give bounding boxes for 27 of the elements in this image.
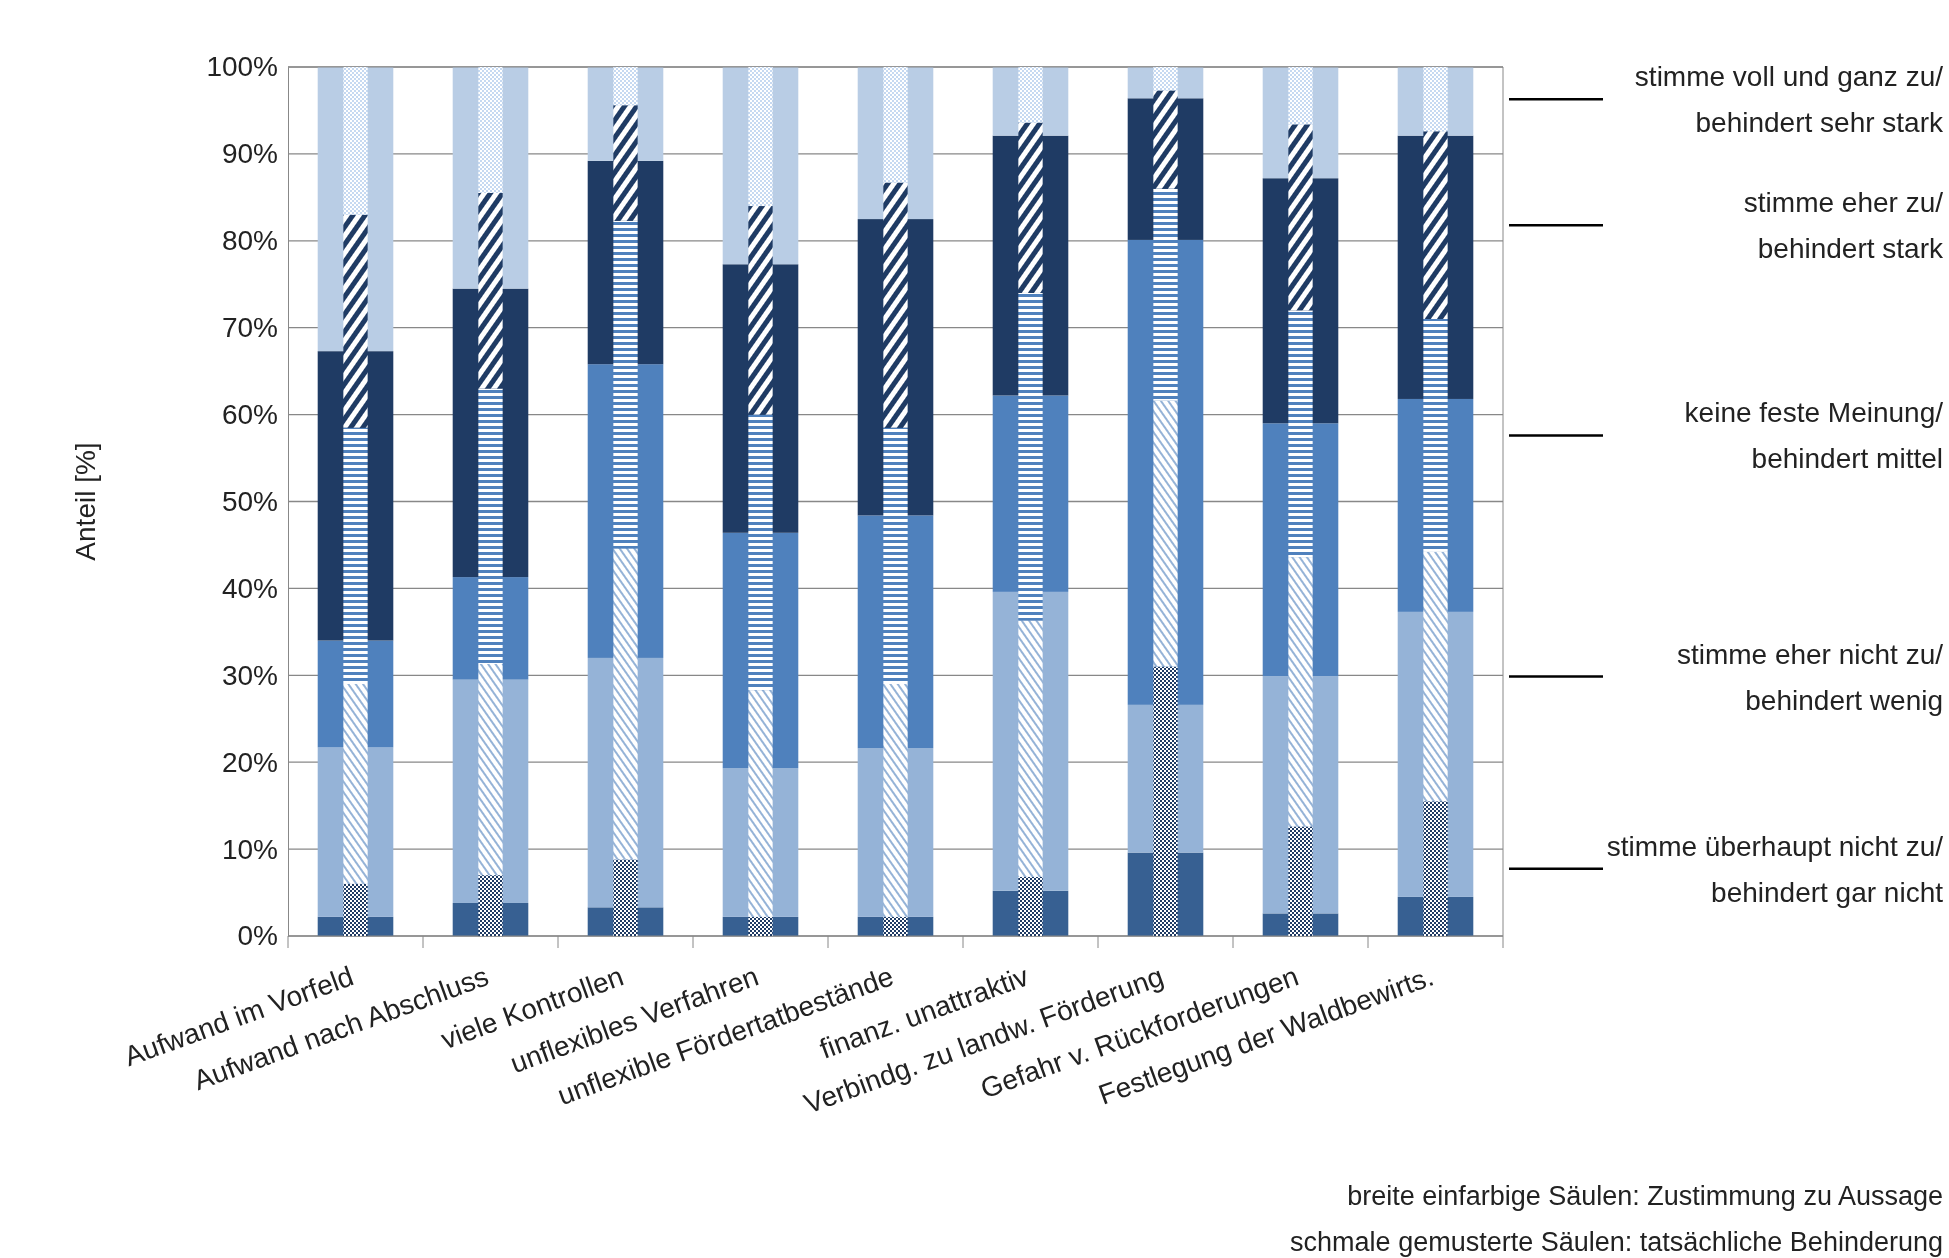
y-tick-label: 100% [206,51,278,83]
y-tick-label: 70% [221,312,278,344]
bar [343,67,368,215]
y-tick-label: 20% [221,746,278,778]
y-tick-label: 10% [221,833,278,865]
y-tick-label: 50% [221,485,278,517]
bar [1288,67,1313,125]
bar [883,67,908,183]
y-tick-label: 60% [221,399,278,431]
y-tick-label: 0% [237,920,278,952]
bar [478,67,503,194]
y-axis-title: Anteil [%] [70,442,101,561]
y-tick-label: 80% [221,225,278,257]
y-tick-label: 30% [221,659,278,691]
text: stimme eher zu/ behindert stark [1743,187,1944,265]
bar [1153,400,1178,667]
bar [1153,67,1178,91]
bar [748,67,773,207]
text: keine feste Meinung/ behindert mittel [1684,397,1944,475]
bar [613,67,638,106]
text: breite einfarbige Säulen: Zustimmung zu Aussage [1347,1181,1943,1211]
y-tick-label: 40% [221,572,278,604]
y-tick-label: 90% [221,138,278,170]
text: schmale gemusterte Säulen: tatsächliche Behinderung [1290,1227,1943,1257]
text: stimme überhaupt nicht zu/ behindert gar nicht [1606,830,1944,908]
text: stimme eher nicht zu/ behindert wenig [1676,638,1944,716]
text: stimme voll und ganz zu/ behindert sehr stark [1634,61,1944,139]
